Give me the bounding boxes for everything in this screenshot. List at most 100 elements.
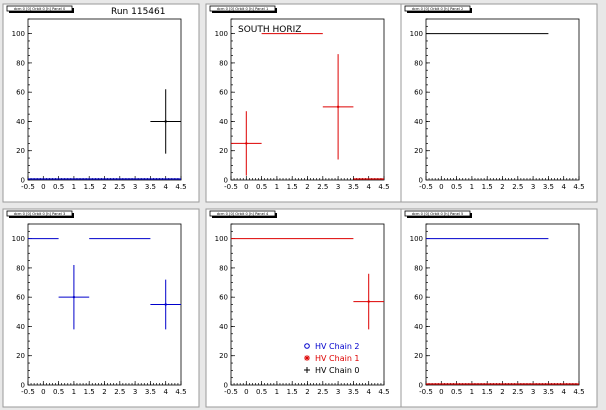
title-box — [6, 5, 73, 12]
y-tick-label: 60 — [219, 294, 228, 302]
x-tick-label: 4.5 — [175, 388, 186, 396]
y-tick-label: 80 — [414, 59, 423, 67]
x-tick-label: 2 — [500, 388, 504, 396]
y-tick-label: 20 — [16, 147, 25, 155]
y-tick-label: 40 — [414, 118, 423, 126]
panel-annotation: SOUTH HORIZ — [238, 25, 301, 35]
y-tick-label: 20 — [16, 352, 25, 360]
x-tick-label: 1.5 — [84, 388, 95, 396]
x-tick-label: 2 — [102, 388, 106, 396]
x-tick-label: 2.5 — [512, 388, 523, 396]
x-tick-label: 0 — [41, 388, 45, 396]
x-tick-label: 1.5 — [287, 388, 298, 396]
panel-title: dcm 0 [0] Orbit 0 [h] Panel 0 — [14, 7, 66, 11]
panel-title: dcm 0 [0] Orbit 0 [h] Panel 1 — [217, 7, 268, 11]
y-tick-label: 0 — [21, 382, 25, 390]
data-point — [72, 295, 76, 299]
x-tick-label: 0 — [41, 183, 45, 191]
x-tick-label: 2 — [305, 388, 309, 396]
x-tick-label: 2.5 — [114, 183, 125, 191]
x-tick-label: 2 — [305, 183, 309, 191]
x-tick-label: 3.5 — [543, 388, 554, 396]
y-tick-label: 40 — [219, 323, 228, 331]
legend-label: HV Chain 0 — [315, 366, 360, 375]
plot-frame — [425, 18, 580, 181]
x-tick-label: -0.5 — [419, 183, 433, 191]
x-tick-label: 4 — [366, 388, 371, 396]
x-tick-label: -0.5 — [224, 388, 238, 396]
chart-panel-4: dcm 0 [0] Orbit 0 [h] Panel 4-0.5 0 0.5 1 1.… — [205, 208, 403, 408]
y-tick-label: 0 — [419, 382, 423, 390]
y-tick-label: 20 — [414, 352, 423, 360]
y-tick-label: 100 — [215, 235, 228, 243]
x-tick-label: 3 — [336, 183, 340, 191]
y-tick-label: 0 — [224, 177, 228, 185]
x-tick-label: 4 — [561, 388, 566, 396]
y-tick-label: 100 — [12, 235, 25, 243]
panel-title: dcm 0 [0] Orbit 0 [h] Panel 5 — [412, 212, 463, 216]
plot-frame — [425, 223, 580, 386]
x-tick-label: 4.5 — [175, 183, 186, 191]
y-tick-label: 40 — [16, 118, 25, 126]
title-box — [6, 210, 73, 217]
x-tick-label: 0.5 — [256, 388, 267, 396]
chart-panel-1: dcm 0 [0] Orbit 0 [h] Panel 1-0.5 0 0.5 1 1.… — [205, 3, 403, 203]
chart-panel-2: dcm 0 [0] Orbit 0 [h] Panel 2-0.5 0 0.5 1 1.… — [400, 3, 598, 203]
x-tick-label: 4.5 — [378, 388, 389, 396]
y-tick-label: 60 — [414, 294, 423, 302]
chart-panel-5: dcm 0 [0] Orbit 0 [h] Panel 5-0.5 0 0.5 1 1.… — [400, 208, 598, 408]
title-box — [209, 5, 276, 12]
y-tick-label: 40 — [219, 118, 228, 126]
panel-title: dcm 0 [0] Orbit 0 [h] Panel 2 — [412, 7, 463, 11]
x-tick-label: 2.5 — [512, 183, 523, 191]
y-tick-label: 60 — [414, 89, 423, 97]
data-point — [336, 105, 340, 109]
y-tick-label: 60 — [16, 89, 25, 97]
x-tick-label: 3 — [531, 183, 535, 191]
x-tick-label: 0.5 — [256, 183, 267, 191]
x-tick-label: 2 — [500, 183, 504, 191]
x-tick-label: 3 — [133, 388, 137, 396]
x-tick-label: 0.5 — [53, 183, 64, 191]
x-tick-label: 4.5 — [378, 183, 389, 191]
x-tick-label: 2.5 — [114, 388, 125, 396]
title-box — [404, 210, 471, 217]
y-tick-label: 80 — [219, 59, 228, 67]
y-tick-label: 0 — [224, 382, 228, 390]
x-tick-label: 0 — [439, 388, 443, 396]
y-tick-label: 60 — [16, 294, 25, 302]
x-tick-label: 3.5 — [145, 183, 156, 191]
x-tick-label: 3.5 — [543, 183, 554, 191]
x-tick-label: 4 — [561, 183, 566, 191]
legend-marker-star — [304, 355, 310, 361]
y-tick-label: 80 — [414, 264, 423, 272]
data-point — [164, 303, 167, 306]
x-tick-label: 1 — [470, 183, 474, 191]
y-tick-label: 80 — [16, 59, 25, 67]
x-tick-label: 2.5 — [317, 183, 328, 191]
panel-title: dcm 0 [0] Orbit 0 [h] Panel 3 — [14, 212, 65, 216]
y-tick-label: 100 — [12, 30, 25, 38]
x-tick-label: 0 — [439, 183, 443, 191]
x-tick-label: 3.5 — [348, 183, 359, 191]
x-tick-label: 1 — [275, 388, 279, 396]
x-tick-label: 4 — [366, 183, 371, 191]
x-tick-label: 3 — [133, 183, 137, 191]
legend-label: HV Chain 1 — [315, 354, 360, 363]
y-tick-label: 20 — [219, 352, 228, 360]
x-tick-label: 1 — [72, 183, 76, 191]
y-tick-label: 0 — [419, 177, 423, 185]
x-tick-label: -0.5 — [21, 183, 35, 191]
x-tick-label: 4.5 — [573, 183, 584, 191]
x-tick-label: 3 — [336, 388, 340, 396]
y-tick-label: 20 — [219, 147, 228, 155]
plot-frame — [230, 223, 385, 386]
x-tick-label: 0.5 — [451, 183, 462, 191]
x-tick-label: 4 — [163, 388, 168, 396]
x-tick-label: 3 — [531, 388, 535, 396]
chart-panel-3: dcm 0 [0] Orbit 0 [h] Panel 3-0.5 0 0.5 1 1.… — [2, 208, 200, 408]
x-tick-label: 4 — [163, 183, 168, 191]
data-point — [164, 120, 167, 123]
x-tick-label: 1 — [275, 183, 279, 191]
x-tick-label: 0.5 — [451, 388, 462, 396]
